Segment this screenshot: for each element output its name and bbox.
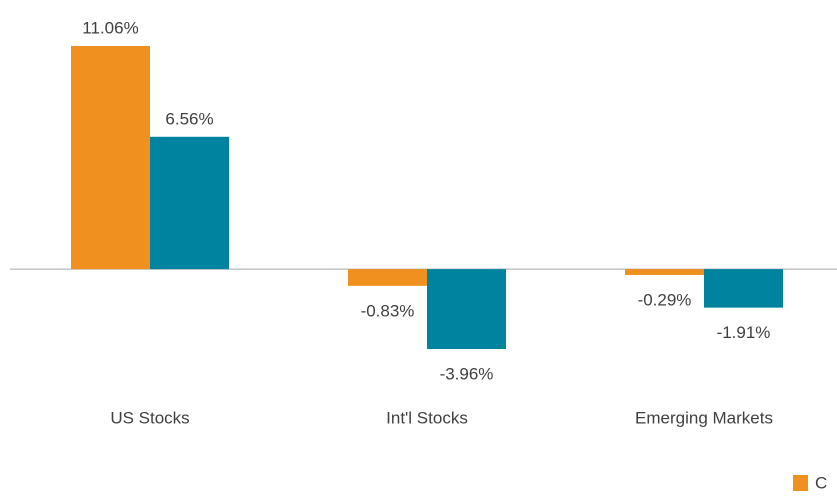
bar — [150, 136, 229, 270]
x-tick-label: US Stocks — [110, 408, 189, 427]
bar — [625, 269, 704, 275]
x-tick-label: Emerging Markets — [635, 408, 773, 427]
legend-swatch — [793, 475, 808, 491]
x-tick-label: Int'l Stocks — [386, 408, 468, 427]
bar — [71, 46, 150, 270]
data-label: 11.06% — [82, 18, 138, 37]
data-label: -3.96% — [440, 364, 494, 383]
bar — [704, 269, 783, 308]
data-label: -1.91% — [717, 323, 771, 342]
data-label: -0.29% — [638, 290, 692, 309]
bar — [348, 269, 427, 286]
legend-label: C — [815, 473, 827, 492]
data-label: -0.83% — [361, 301, 415, 320]
bar — [427, 269, 506, 349]
data-label: 6.56% — [165, 109, 213, 128]
